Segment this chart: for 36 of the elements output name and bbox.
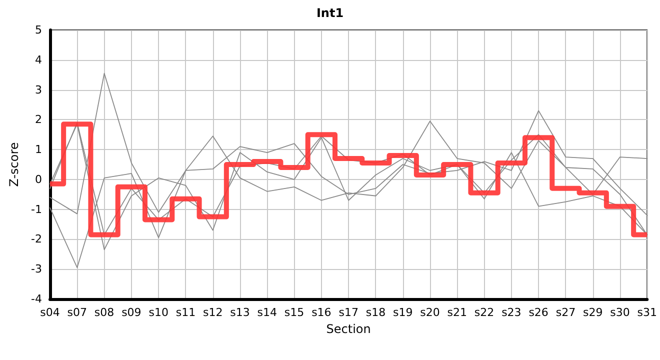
y-tick-label: 5 [35,24,42,36]
y-tick-label: 1 [35,143,42,156]
x-tick-label: s16 [312,306,332,319]
x-tick-label: s13 [230,306,250,319]
x-tick-label: s09 [122,306,142,319]
x-tick-label: s30 [610,306,630,319]
chart-title: Int1 [316,6,344,20]
x-tick-label: s31 [637,306,658,319]
x-tick-label: s04 [40,306,60,319]
x-tick-label: s11 [176,306,196,319]
y-tick-label: 2 [35,113,42,126]
x-tick-label: s19 [392,306,413,319]
x-tick-label: s07 [67,306,88,319]
x-tick-label: s10 [148,306,168,319]
x-tick-label: s21 [447,306,468,319]
y-tick-label: -4 [31,292,42,306]
x-tick-label: s23 [502,306,522,319]
y-tick-label: -2 [31,232,42,246]
x-tick-label: s22 [474,306,494,319]
x-tick-label: s18 [366,306,386,319]
y-tick-label: 3 [35,83,42,96]
x-tick-label: s15 [284,306,304,319]
y-tick-label: 0 [35,172,42,186]
x-tick-label: s20 [420,306,440,319]
x-tick-label: s14 [257,306,278,319]
x-tick-label: s08 [94,306,114,319]
x-tick-label: s12 [202,306,223,319]
x-tick-label: s29 [582,306,603,319]
x-tick-label: s17 [338,306,358,319]
x-tick-label: s27 [556,306,576,319]
y-tick-label: -1 [31,202,42,216]
y-tick-label: -3 [31,262,42,276]
y-axis-title: Z-score [7,142,22,187]
x-axis-title: Section [326,322,371,336]
x-tick-label: s26 [528,306,548,319]
y-tick-label: 4 [35,53,42,66]
